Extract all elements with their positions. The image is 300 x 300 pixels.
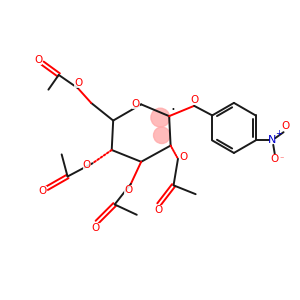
Text: ⁻: ⁻ (279, 154, 283, 164)
Text: O: O (82, 160, 91, 170)
Text: +: + (275, 130, 282, 139)
Text: O: O (92, 223, 100, 233)
Text: O: O (132, 99, 140, 110)
Text: O: O (34, 55, 42, 65)
Text: O: O (124, 185, 133, 195)
Text: ·: · (170, 103, 175, 118)
Text: O: O (180, 152, 188, 162)
Text: O: O (155, 206, 163, 215)
Circle shape (154, 127, 170, 143)
Circle shape (151, 108, 170, 127)
Text: O: O (38, 186, 47, 196)
Text: O: O (281, 121, 289, 131)
Text: O: O (271, 154, 279, 164)
Text: O: O (190, 95, 198, 105)
Text: O: O (74, 78, 83, 88)
Text: N: N (268, 135, 276, 145)
